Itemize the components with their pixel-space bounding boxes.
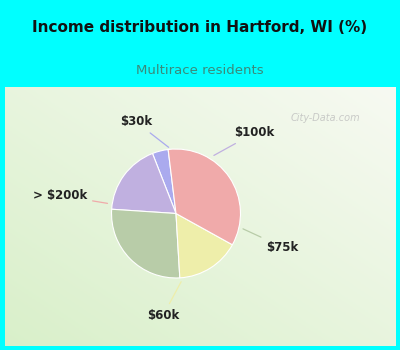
Wedge shape xyxy=(168,149,240,245)
Wedge shape xyxy=(112,209,180,278)
Text: Income distribution in Hartford, WI (%): Income distribution in Hartford, WI (%) xyxy=(32,20,368,35)
Text: City-Data.com: City-Data.com xyxy=(290,113,360,123)
Text: > $200k: > $200k xyxy=(33,189,108,203)
Text: $100k: $100k xyxy=(214,126,275,155)
Text: $75k: $75k xyxy=(243,229,298,253)
Text: $30k: $30k xyxy=(120,116,169,147)
Wedge shape xyxy=(152,149,176,214)
Wedge shape xyxy=(176,214,232,278)
Wedge shape xyxy=(112,153,176,214)
Text: $60k: $60k xyxy=(147,282,181,322)
Text: Multirace residents: Multirace residents xyxy=(136,64,264,77)
